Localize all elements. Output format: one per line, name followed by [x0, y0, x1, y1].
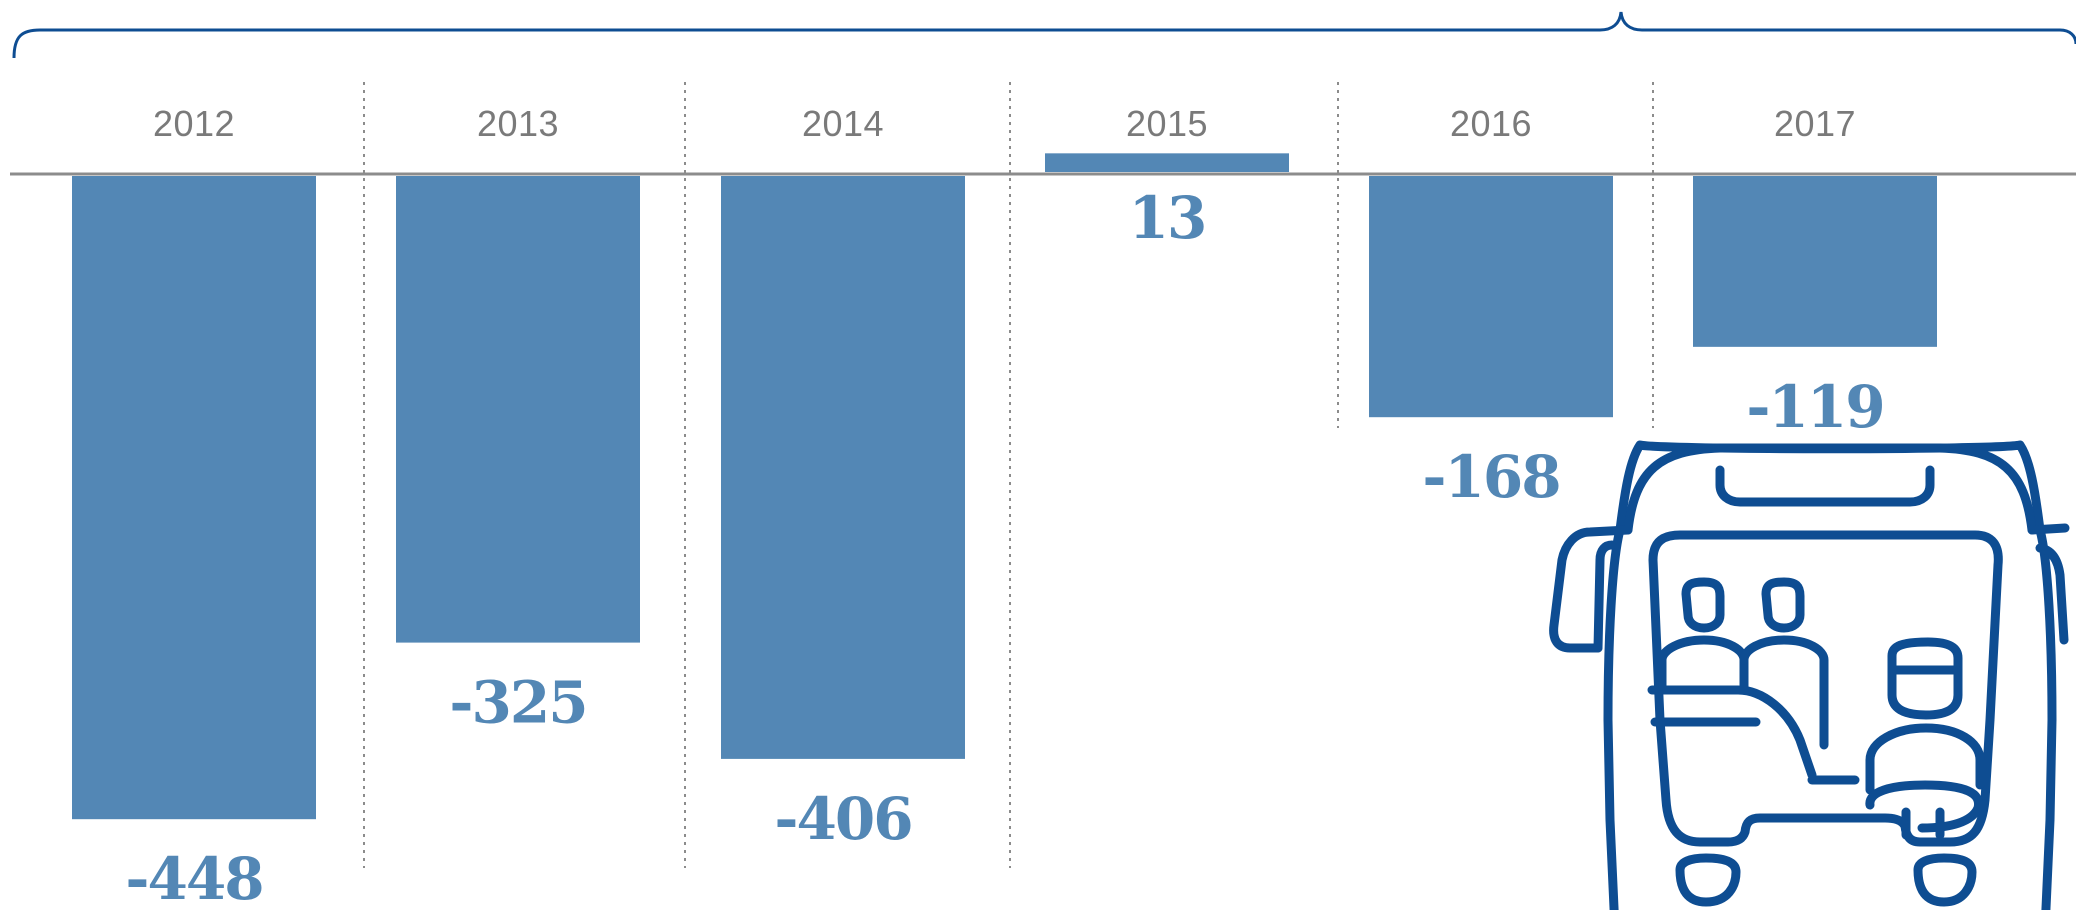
- value-label-2014: -406: [774, 785, 911, 853]
- value-label-2016: -168: [1422, 443, 1559, 511]
- bar-2016: [1369, 176, 1613, 418]
- value-label-2015: 13: [1129, 184, 1206, 252]
- bar-2012: [72, 176, 316, 820]
- year-label-2013: 2013: [477, 103, 559, 144]
- value-label-2017: -119: [1746, 373, 1883, 441]
- van-with-passengers-icon: [1549, 440, 2070, 910]
- value-labels: -448 -325 -406 13 -168 -119: [125, 184, 1885, 910]
- bar-2014: [721, 176, 965, 759]
- year-label-2014: 2014: [802, 103, 884, 144]
- bar-2013: [396, 176, 640, 643]
- year-label-2015: 2015: [1126, 103, 1208, 144]
- bar-2017: [1693, 176, 1937, 347]
- value-label-2012: -448: [125, 845, 262, 910]
- value-label-2013: -325: [449, 669, 586, 737]
- bars: [72, 153, 1937, 820]
- bar-2015: [1045, 153, 1289, 172]
- year-labels: 2012 2013 2014 2015 2016 2017: [153, 103, 1856, 144]
- year-label-2016: 2016: [1450, 103, 1532, 144]
- top-brace: [12, 11, 2076, 59]
- column-dividers: [363, 82, 1654, 868]
- year-label-2012: 2012: [153, 103, 235, 144]
- year-label-2017: 2017: [1774, 103, 1856, 144]
